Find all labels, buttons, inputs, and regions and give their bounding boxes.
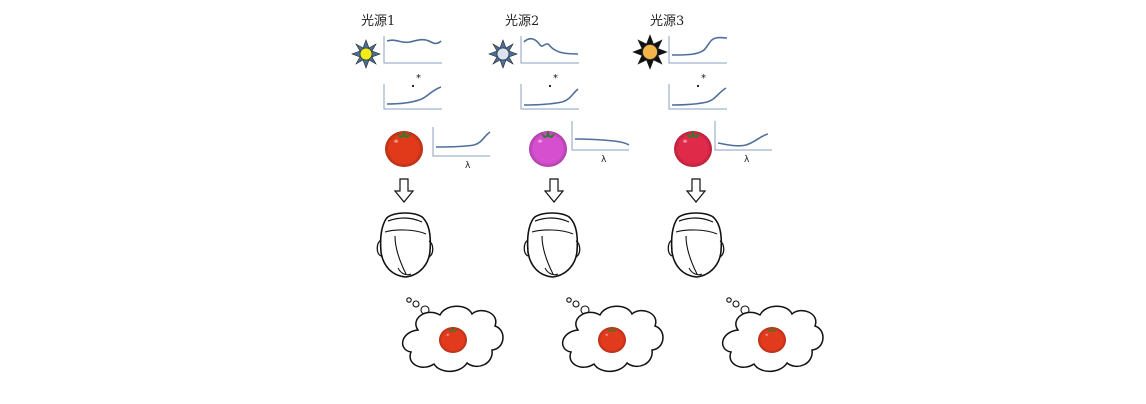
- thought-bubble: [722, 297, 824, 373]
- illuminant-spectrum-chart: [668, 36, 728, 64]
- down-arrow: [393, 178, 415, 203]
- reflectance-curve: [717, 133, 769, 147]
- column-3: * λ: [632, 34, 824, 373]
- star-marker: *: [553, 73, 558, 84]
- reflectance-curve: [435, 131, 491, 148]
- head-outline: [523, 212, 581, 278]
- light-source-2-label: 光源2: [505, 14, 540, 29]
- chart-axes: [520, 36, 579, 64]
- illuminant-spectrum-chart: [383, 36, 442, 64]
- light-source-3-label: 光源3: [650, 14, 685, 29]
- reflectance-curve: [574, 138, 630, 146]
- star-marker: *: [416, 73, 421, 84]
- column-1: * λ: [351, 36, 504, 373]
- sun-icon: [488, 39, 518, 69]
- wavelength-label: λ: [744, 155, 750, 165]
- spectrum-curve: [523, 37, 579, 55]
- sun-core: [496, 47, 510, 61]
- illuminant-spectrum-chart: [520, 36, 579, 64]
- reflected-light-chart: *: [383, 73, 442, 110]
- tomato: [674, 130, 712, 167]
- reflected-light-chart: *: [520, 73, 579, 110]
- reflectance-chart: λ: [571, 121, 630, 165]
- chart-axes: [714, 121, 772, 151]
- chart-axes: [383, 36, 442, 64]
- chart-axes: [668, 36, 727, 64]
- chart-axes: [571, 121, 629, 151]
- dot-marker: [411, 84, 415, 88]
- tomato: [529, 130, 567, 167]
- thought-bubble: [562, 297, 664, 373]
- sun-icon: [351, 39, 381, 69]
- chart-axes: [520, 84, 579, 110]
- tomato: [385, 130, 423, 167]
- wavelength-label: λ: [601, 155, 607, 165]
- chart-axes: [432, 127, 490, 157]
- sun-icon: [632, 34, 668, 70]
- spectrum-curve: [386, 38, 442, 45]
- spectrum-curve: [671, 36, 728, 56]
- head-outline: [667, 212, 725, 278]
- column-2: * λ: [488, 36, 664, 373]
- sun-core: [642, 44, 658, 60]
- perceived-tomato: [439, 326, 467, 353]
- down-arrow: [685, 178, 707, 203]
- spectrum-curve: [523, 88, 579, 106]
- perceived-tomato: [598, 326, 626, 353]
- perceived-tomato: [758, 326, 786, 353]
- reflectance-chart: λ: [714, 121, 772, 165]
- head-outline: [376, 212, 434, 278]
- chart-axes: [668, 84, 727, 110]
- wavelength-label: λ: [465, 161, 471, 171]
- chart-axes: [383, 84, 442, 110]
- thought-bubble: [402, 297, 504, 373]
- star-marker: *: [701, 73, 706, 84]
- dot-marker: [548, 84, 552, 88]
- dot-marker: [696, 84, 700, 88]
- reflectance-chart: λ: [432, 127, 491, 171]
- spectrum-curve: [386, 86, 442, 105]
- down-arrow: [543, 178, 565, 203]
- reflected-light-chart: *: [668, 73, 727, 110]
- spectrum-curve: [671, 87, 727, 106]
- light-source-1-label: 光源1: [361, 14, 396, 29]
- sun-core: [359, 47, 373, 61]
